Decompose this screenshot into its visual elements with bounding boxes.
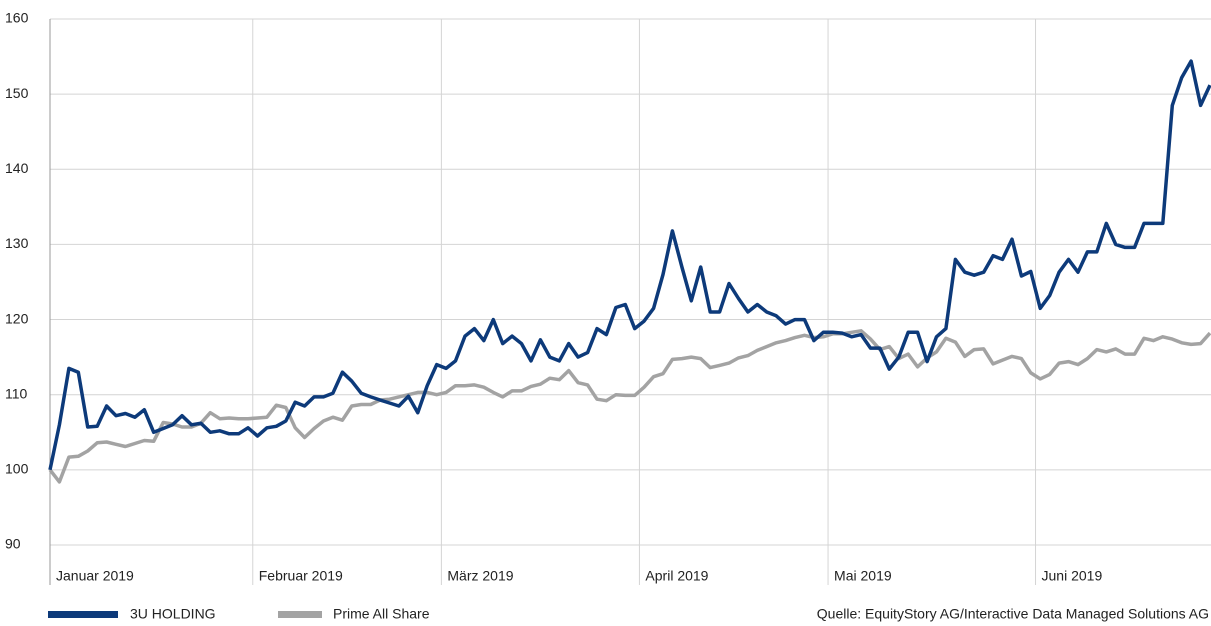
y-tick-label: 150 (5, 85, 29, 101)
x-tick-label: April 2019 (645, 568, 708, 584)
x-tick-label: Januar 2019 (56, 568, 134, 584)
y-tick-label: 100 (5, 461, 29, 477)
x-tick-label: Mai 2019 (834, 568, 892, 584)
line-series (48, 329, 1211, 484)
line-series (48, 59, 1211, 471)
x-tick-label: Juni 2019 (1042, 568, 1103, 584)
legend-label: 3U HOLDING (130, 606, 216, 622)
source-note: Quelle: EquityStory AG/Interactive Data … (817, 606, 1209, 622)
legend-label: Prime All Share (333, 606, 430, 622)
legend-swatch (278, 611, 322, 618)
y-tick-label: 130 (5, 235, 29, 251)
x-tick-label: März 2019 (447, 568, 513, 584)
y-tick-label: 160 (5, 10, 29, 26)
x-tick-label: Februar 2019 (259, 568, 343, 584)
y-tick-label: 140 (5, 160, 29, 176)
y-tick-label: 120 (5, 310, 29, 326)
y-tick-label: 110 (5, 385, 28, 401)
y-tick-label: 90 (5, 536, 21, 552)
legend-swatch (48, 611, 118, 618)
